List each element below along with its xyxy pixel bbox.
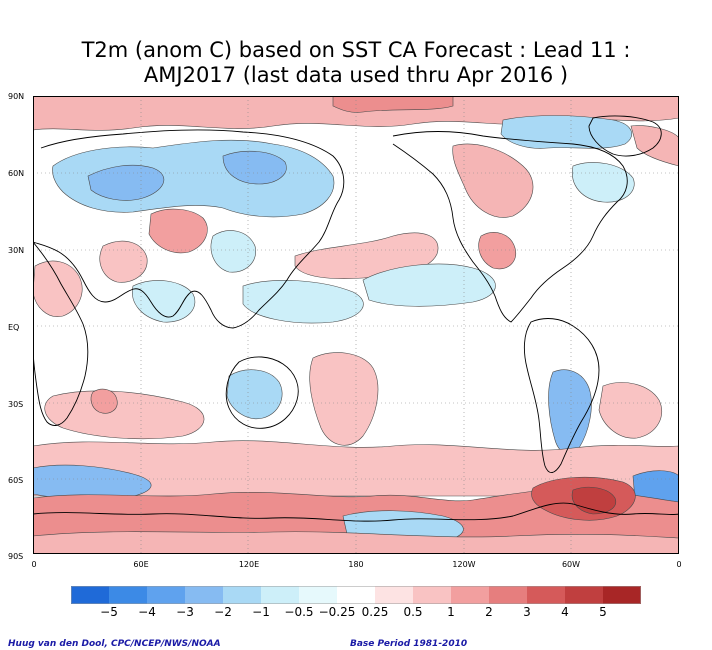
graticule	[33, 96, 679, 554]
indian-ocean-cold	[132, 280, 196, 323]
colorbar-label: 4	[561, 605, 569, 619]
colorbar-swatch	[185, 586, 224, 604]
colorbar-swatch	[147, 586, 186, 604]
central-pacific-cold	[242, 280, 364, 324]
lat-label-60s: 60S	[8, 476, 24, 485]
colorbar-swatch	[109, 586, 148, 604]
colorbar-label: −2	[214, 605, 232, 619]
madagascar-warm	[90, 388, 118, 414]
coastlines	[33, 115, 679, 522]
colorbar-swatch	[337, 586, 376, 604]
lon-label-120w: 120W	[452, 560, 476, 569]
europe-asia-coast	[33, 129, 345, 329]
africa-warm	[33, 260, 83, 317]
colorbar-swatch	[451, 586, 490, 604]
lon-label-60w: 60W	[561, 560, 581, 569]
map-frame	[33, 96, 679, 554]
lon-label-0: 0	[31, 560, 37, 569]
colorbar-swatch	[375, 586, 414, 604]
lat-label-eq: EQ	[8, 323, 20, 332]
colorbar-frame	[71, 586, 641, 604]
map-title-line1: T2m (anom C) based on SST CA Forecast : …	[81, 38, 631, 62]
colorbar-label: −1	[252, 605, 270, 619]
colorbar-swatch	[489, 586, 528, 604]
colorbar-label: 0.25	[361, 605, 389, 619]
lat-label-30n: 30N	[8, 246, 25, 255]
australia-cold	[226, 369, 283, 420]
lon-label-0-east: 0	[676, 560, 682, 569]
colorbar-swatch	[223, 586, 262, 604]
tropical-pacific-cold	[362, 263, 496, 307]
lat-label-90s: 90S	[8, 552, 24, 561]
colorbar-label: −5	[100, 605, 118, 619]
africa-coast	[33, 241, 89, 426]
colorbar-label: −0.25	[318, 605, 356, 619]
colorbar-swatch	[565, 586, 604, 604]
colorbar-label: −4	[138, 605, 156, 619]
lon-label-60e: 60E	[133, 560, 149, 569]
greenland-coast	[588, 115, 662, 157]
antarctica-coast	[33, 502, 679, 522]
colorbar-label: −3	[176, 605, 194, 619]
australia-coast	[225, 356, 299, 429]
antarctic-warm-bottom	[33, 531, 679, 554]
siberia-cold-core	[87, 164, 165, 201]
southwest-us-warm	[478, 232, 517, 270]
anomaly-map	[33, 96, 679, 554]
anomaly-shading	[33, 96, 679, 554]
north-america-coast	[392, 131, 628, 323]
east-asia-cold	[210, 230, 256, 273]
colorbar	[71, 586, 641, 604]
colorbar-label: 5	[599, 605, 607, 619]
map-title-line2: AMJ2017 (last data used thru Apr 2016 )	[143, 63, 569, 87]
colorbar-label: 1	[447, 605, 455, 619]
lat-label-90n: 90N	[8, 92, 25, 101]
canada-east-cold	[572, 162, 635, 203]
colorbar-swatch	[261, 586, 300, 604]
central-asia-warm	[148, 208, 208, 254]
eurasia-cold-east	[222, 150, 287, 185]
colorbar-swatch	[413, 586, 452, 604]
credit-author: Huug van den Dool, CPC/NCEP/NWS/NOAA	[8, 639, 221, 649]
colorbar-label: 3	[523, 605, 531, 619]
tibet-warm	[99, 240, 148, 283]
lon-label-180: 180	[348, 560, 364, 569]
colorbar-swatch	[603, 586, 641, 604]
colorbar-label: 0.5	[403, 605, 423, 619]
colorbar-swatch	[527, 586, 566, 604]
colorbar-label: 2	[485, 605, 493, 619]
colorbar-label: −0.5	[284, 605, 314, 619]
credit-base-period: Base Period 1981-2010	[350, 639, 468, 649]
north-america-warm	[452, 143, 534, 218]
lon-label-120e: 120E	[238, 560, 260, 569]
lat-label-60n: 60N	[8, 169, 25, 178]
colorbar-swatch	[299, 586, 338, 604]
south-atlantic-warm	[598, 382, 663, 439]
north-america-cold	[500, 115, 633, 149]
arctic-warm-core	[332, 96, 454, 113]
lat-label-30s: 30S	[8, 400, 24, 409]
colorbar-swatch	[71, 586, 110, 604]
south-america-coast	[523, 318, 600, 473]
southwest-pacific-warm	[309, 352, 379, 446]
